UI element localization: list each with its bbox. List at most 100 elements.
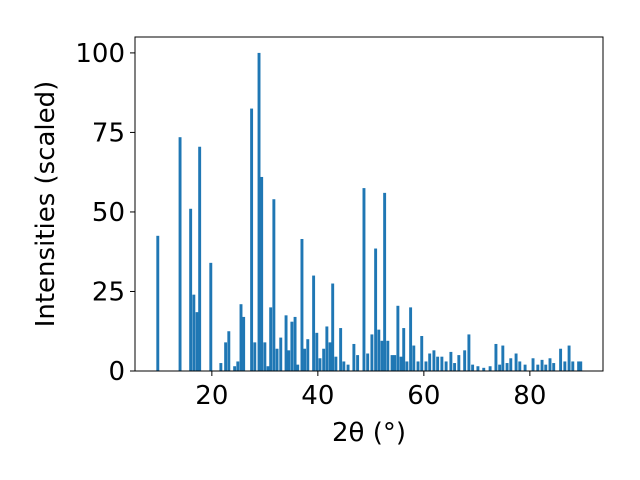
bar — [236, 361, 240, 371]
bar — [567, 345, 571, 371]
bar — [257, 52, 261, 372]
bar — [284, 315, 288, 371]
bar — [374, 248, 378, 371]
bar — [457, 355, 461, 371]
bar — [192, 294, 196, 371]
bar — [189, 208, 193, 371]
bar — [536, 364, 540, 371]
bar — [156, 235, 160, 371]
bar — [266, 366, 270, 371]
bar — [195, 312, 199, 371]
x-tick-label: 80 — [513, 381, 546, 411]
y-tick-label: 0 — [108, 357, 125, 387]
bar — [342, 361, 346, 371]
bar — [420, 336, 424, 371]
bar — [412, 345, 416, 371]
bar — [325, 326, 329, 371]
bar — [227, 331, 231, 371]
bar — [405, 361, 409, 371]
bar — [303, 348, 307, 371]
bar — [293, 316, 297, 371]
bar — [377, 329, 381, 371]
bar — [366, 353, 370, 371]
bar — [390, 355, 394, 371]
bar — [393, 355, 397, 371]
bar — [339, 328, 343, 371]
bar — [275, 348, 279, 371]
bar — [239, 304, 243, 371]
bar — [579, 361, 583, 371]
bar — [306, 339, 310, 371]
bar — [416, 361, 420, 371]
bar — [219, 363, 223, 371]
bar — [269, 307, 273, 371]
bar — [279, 337, 283, 371]
bar — [540, 359, 544, 371]
bar — [577, 361, 581, 371]
y-tick-label: 100 — [75, 39, 125, 69]
bar — [315, 332, 319, 371]
bar — [198, 146, 202, 371]
bar — [559, 348, 563, 371]
bar — [494, 343, 498, 371]
bar — [399, 356, 403, 371]
bar — [552, 363, 556, 371]
bar — [428, 353, 432, 371]
bar — [436, 356, 440, 371]
bar — [287, 350, 291, 371]
x-axis-label: 2θ (°) — [332, 418, 406, 448]
bar — [432, 350, 436, 371]
bar — [396, 305, 400, 371]
bar — [386, 340, 390, 371]
bar — [250, 108, 254, 372]
bar — [471, 364, 475, 371]
bar — [322, 348, 326, 371]
bar — [331, 283, 335, 371]
x-tick-label: 60 — [407, 381, 440, 411]
bar — [548, 358, 552, 371]
bar — [370, 334, 374, 371]
bar — [467, 334, 471, 371]
bar — [328, 342, 332, 371]
bar — [290, 321, 294, 371]
bar — [296, 364, 300, 371]
bar — [380, 340, 384, 371]
bar — [402, 328, 406, 371]
axes-frame — [134, 36, 604, 372]
bar — [224, 342, 228, 371]
y-tick-label: 75 — [92, 118, 125, 148]
bar — [300, 238, 304, 371]
bar — [356, 355, 360, 371]
bar — [571, 361, 575, 371]
bar — [453, 363, 457, 371]
bar — [334, 356, 338, 371]
bar — [463, 350, 467, 371]
bar — [444, 361, 448, 371]
x-tick-label: 20 — [195, 381, 228, 411]
bar — [563, 361, 567, 371]
bar — [498, 364, 502, 371]
bar — [312, 275, 316, 371]
bar — [352, 343, 356, 371]
bar — [514, 353, 518, 371]
bar — [362, 188, 366, 371]
bar — [488, 366, 492, 371]
bar — [263, 342, 267, 371]
bar — [509, 358, 513, 371]
bar — [253, 342, 257, 371]
bar — [409, 307, 413, 371]
bar — [272, 199, 276, 371]
bar — [346, 364, 350, 371]
y-axis-label: Intensities (scaled) — [31, 81, 61, 328]
bar — [518, 361, 522, 371]
bar — [440, 356, 444, 371]
y-tick-label: 50 — [92, 198, 125, 228]
bar — [505, 363, 509, 371]
bar — [482, 367, 486, 371]
bar — [242, 316, 246, 371]
bar — [209, 262, 213, 371]
bar — [178, 137, 182, 371]
bar — [501, 345, 505, 371]
y-tick-label: 25 — [92, 277, 125, 307]
